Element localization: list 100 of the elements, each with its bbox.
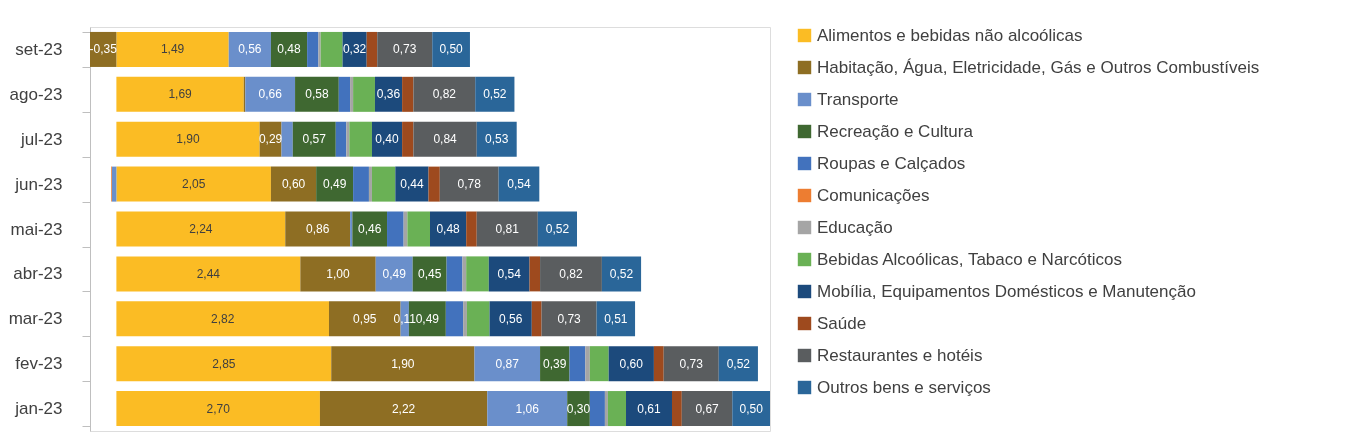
bar [489,301,532,337]
data-label: 0,50 [439,42,464,57]
data-label: 0,36 [376,87,401,102]
bar [346,121,350,157]
bar [368,166,372,202]
data-label: 0,82 [559,266,583,281]
bar [281,121,293,157]
bar [653,346,664,382]
data-label: 0,73 [557,311,582,326]
data-label: 0,30 [566,401,591,416]
data-label: 0,48 [277,42,302,57]
data-label: 0,46 [358,222,382,236]
legend-label: Restaurantes e hotéis [817,345,983,365]
data-label: 0,49 [322,177,347,192]
bar [601,256,642,292]
bar [672,391,682,427]
bar [531,301,542,337]
data-label: 2,24 [189,222,213,236]
bar [413,121,477,157]
legend-label: Recreação e Cultura [817,121,974,141]
bar [375,256,413,292]
data-label: 0,49 [382,266,407,281]
data-label: 0,49 [415,311,440,326]
data-label: 2,05 [181,177,206,192]
data-label: 0,50 [739,401,764,416]
data-label: 0,53 [485,132,509,147]
legend-label: Alimentos e bebidas não alcoólicas [817,25,1083,45]
bar [604,391,608,427]
data-label: 1,49 [160,42,185,57]
data-label: 0,40 [375,132,400,147]
bar [331,346,475,382]
data-label: 0,81 [495,222,520,236]
bar [487,391,568,427]
data-label: 2,70 [206,401,231,416]
data-label: 0,56 [498,311,523,326]
bar [541,301,597,337]
bar [732,391,770,427]
bar [116,166,271,202]
bar [498,166,540,202]
bar [318,31,321,67]
bar [307,31,319,67]
bar [349,121,372,157]
data-label: 0,61 [637,401,661,416]
bar [466,301,490,337]
y-tick-label: mai-23 [10,219,63,239]
data-label: 0,48 [436,222,461,236]
bar [300,256,376,292]
y-tick-label: jul-23 [19,129,63,149]
bar [228,31,271,67]
legend-label: Roupas e Calçados [817,153,966,173]
data-label: 0,67 [695,401,720,416]
bar [335,121,347,157]
bar [462,256,467,292]
bar [377,31,433,67]
data-label: 0,66 [258,87,283,102]
bar [626,391,672,427]
legend-label: Outros bens e serviços [817,377,991,397]
y-tick-label: ago-23 [9,84,63,104]
legend-label: Habitação, Água, Eletricidade, Gás e Outros Combustíveis [817,57,1260,77]
data-label: 2,22 [391,401,416,416]
data-label: 0,60 [619,356,644,371]
data-label: 1,90 [391,356,415,371]
y-tick-label: fev-23 [15,354,63,374]
bar [569,346,586,382]
bar [607,391,627,427]
data-label: 0,51 [604,311,628,326]
bar [476,121,517,157]
data-label: 2,82 [211,311,235,326]
legend-label: Bebidas Alcoólicas, Tabaco e Narcóticos [817,249,1122,269]
y-tick-label: jun-23 [14,174,63,194]
bar [537,211,578,247]
bar [245,76,296,112]
bar [320,31,343,67]
bar [316,166,354,202]
bar [371,166,396,202]
data-label: 0,52 [483,87,507,102]
bar [681,391,733,427]
data-label: 0,52 [726,356,751,371]
data-label: 0,54 [507,177,531,192]
data-label: 0,73 [393,42,417,57]
bar [585,346,590,382]
bar [111,166,117,202]
y-tick-label: set-23 [15,39,63,59]
data-label: 2,85 [212,356,236,371]
bar [428,166,440,202]
data-label: 1,00 [326,266,351,281]
bar [295,76,339,112]
bar [285,211,351,247]
legend-label: Comunicações [817,185,930,205]
bar [292,121,336,157]
bar [350,211,353,247]
legend-label: Educação [817,217,893,237]
bar [338,76,351,112]
bar [366,31,378,67]
data-label: 1,69 [168,87,193,102]
bar [463,301,467,337]
bar [387,211,404,247]
data-label: 0,60 [281,177,306,192]
data-label: 0,45 [417,266,442,281]
bar [475,76,515,112]
